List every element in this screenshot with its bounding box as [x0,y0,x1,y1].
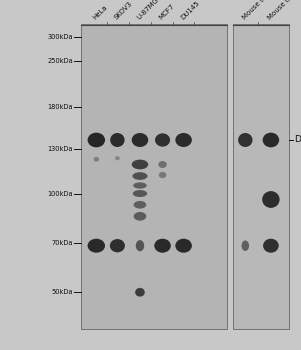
Ellipse shape [134,212,146,221]
Text: 130kDa: 130kDa [47,146,73,152]
Text: Mouse testis: Mouse testis [241,0,276,21]
Ellipse shape [155,133,170,147]
Text: DHX38: DHX38 [294,135,301,145]
Ellipse shape [132,133,148,147]
Ellipse shape [136,240,144,251]
Bar [233,25,289,329]
Ellipse shape [263,133,279,147]
Text: 70kDa: 70kDa [51,240,73,246]
Text: Mouse thymus: Mouse thymus [267,0,301,21]
Ellipse shape [133,182,147,189]
Ellipse shape [175,133,192,147]
Ellipse shape [88,133,105,147]
Text: U-87MG: U-87MG [136,0,160,21]
Ellipse shape [158,161,167,168]
Ellipse shape [263,239,279,253]
Ellipse shape [242,240,249,251]
Text: SKOV3: SKOV3 [113,0,134,21]
Ellipse shape [88,239,105,253]
Ellipse shape [133,190,147,197]
Ellipse shape [154,239,171,253]
Ellipse shape [238,133,253,147]
Ellipse shape [134,201,146,209]
Ellipse shape [132,172,147,180]
Ellipse shape [115,156,120,160]
Ellipse shape [135,288,145,297]
Text: HeLa: HeLa [92,4,109,21]
Ellipse shape [94,157,99,162]
Text: 300kDa: 300kDa [47,34,73,40]
Text: 50kDa: 50kDa [51,289,73,295]
Text: DU145: DU145 [179,0,200,21]
Ellipse shape [132,160,148,169]
Ellipse shape [110,239,125,252]
Ellipse shape [175,239,192,253]
Ellipse shape [110,133,125,147]
Text: 250kDa: 250kDa [47,58,73,64]
Ellipse shape [159,172,166,178]
Ellipse shape [262,191,280,208]
Text: 100kDa: 100kDa [47,191,73,197]
Text: 180kDa: 180kDa [47,104,73,110]
Text: MCF7: MCF7 [158,3,176,21]
Bar [81,25,227,329]
